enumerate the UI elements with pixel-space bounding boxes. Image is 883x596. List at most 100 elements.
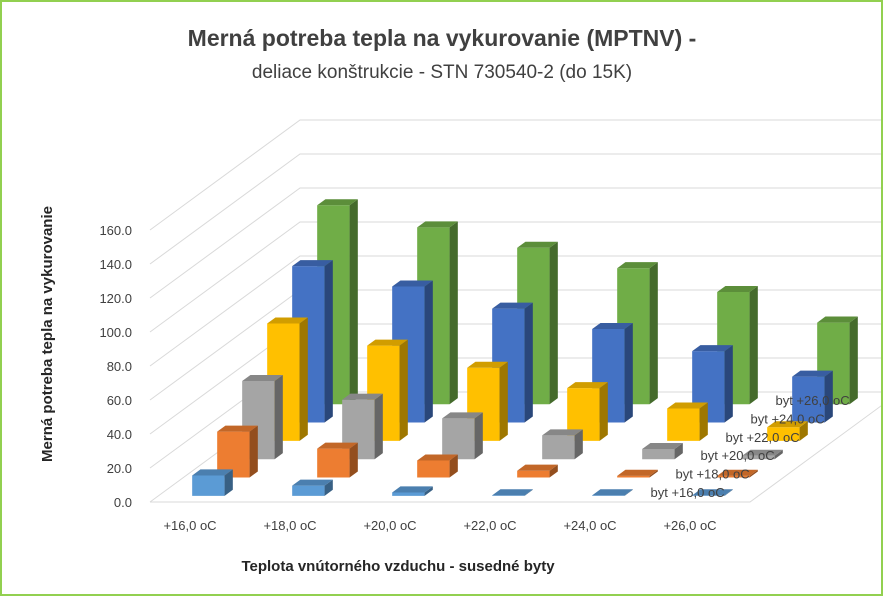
bar-top-face [467, 361, 508, 368]
bar-side-face [749, 469, 758, 478]
bar-side-face [824, 370, 833, 423]
y-axis-tick-labels: 0.0 20.0 40.0 60.0 80.0 100.0 120.0 140.0 160.0 [99, 223, 132, 510]
bar-side-face [249, 425, 258, 478]
series-depth-label: byt +18,0 oC [676, 467, 750, 482]
bar-top-face [817, 316, 858, 323]
bar-front-face [567, 388, 600, 441]
bar [642, 442, 683, 460]
bar-side-face [699, 402, 708, 441]
bar [442, 412, 483, 460]
chart-subtitle: deliace konštrukcie - STN 730540-2 (do 1… [252, 62, 632, 83]
bar-top-face [642, 442, 683, 449]
bar [567, 382, 608, 441]
bar-top-face [442, 412, 483, 419]
y-tick-label: 140.0 [99, 257, 132, 272]
bar-top-face [667, 402, 708, 409]
series-depth-label: byt +26,0 oC [776, 393, 850, 408]
gridline [149, 221, 881, 333]
gridline [149, 187, 881, 299]
series-depth-label: byt +20,0 oC [701, 448, 775, 463]
bar-top-face [367, 339, 408, 346]
bar-top-face [342, 393, 383, 400]
bar-front-face [417, 460, 450, 478]
bar-side-face [599, 382, 608, 441]
bar-front-face [217, 431, 250, 478]
bar-front-face [792, 376, 825, 423]
bar [417, 454, 458, 478]
bar-top-face [517, 464, 558, 471]
x-tick-label: +22,0 oC [463, 518, 516, 533]
bar-front-face [292, 485, 325, 496]
bar-front-face [667, 408, 700, 441]
bar-front-face [317, 448, 350, 478]
y-axis-title: Merná potreba tepla na vykurovanie [39, 206, 56, 462]
bar-top-face [417, 221, 458, 228]
bar [692, 489, 733, 496]
y-tick-label: 60.0 [107, 393, 132, 408]
bar-side-face [374, 393, 383, 460]
bar [492, 489, 533, 496]
floor-edge [150, 405, 881, 503]
bar-side-face [324, 260, 333, 423]
bar-front-face [392, 492, 425, 496]
bar-top-face [617, 262, 658, 269]
bar [742, 449, 783, 460]
bar-side-face [849, 316, 858, 405]
bar-side-face [649, 262, 658, 405]
series-depth-labels: byt +16,0 oC byt +18,0 oC byt +20,0 oC byt … [651, 393, 850, 500]
bar-top-face [767, 421, 808, 428]
bar-side-face [424, 486, 433, 496]
bar [792, 370, 833, 423]
chart-title: Merná potreba tepla na vykurovanie (MPTN… [188, 25, 697, 51]
bar-top-face [292, 260, 333, 267]
bar-front-face [617, 475, 650, 478]
bar-side-face [449, 454, 458, 478]
bar-top-face [717, 285, 758, 292]
bar [517, 464, 558, 478]
bar-front-face [642, 448, 675, 460]
bar-side-face [649, 469, 658, 478]
bar-top-face [392, 280, 433, 287]
bar-top-face [242, 374, 283, 381]
bar-side-face [474, 412, 483, 460]
bar-side-face [224, 469, 233, 496]
bar-side-face [399, 339, 408, 441]
bar-side-face [524, 489, 533, 496]
bar [592, 489, 633, 496]
bar-side-face [724, 489, 733, 496]
x-axis-title: Teplota vnútorného vzduchu - susedné byt… [241, 558, 555, 575]
bar-top-face [217, 425, 258, 432]
y-tick-label: 20.0 [107, 461, 132, 476]
bar-side-face [749, 285, 758, 405]
x-tick-label: +18,0 oC [263, 518, 316, 533]
bar-top-face [792, 370, 833, 377]
bar-top-face [592, 322, 633, 330]
series-depth-label: byt +24,0 oC [751, 412, 825, 427]
bar-front-face [767, 427, 800, 441]
gridline [149, 153, 881, 265]
bar-top-face [317, 199, 358, 206]
bar-side-face [574, 429, 583, 460]
y-tick-label: 100.0 [99, 325, 132, 340]
bar [617, 469, 658, 478]
bar-front-face [492, 495, 525, 496]
bar-top-face [492, 489, 533, 496]
bar-top-face [692, 345, 733, 352]
x-tick-label: +24,0 oC [563, 518, 616, 533]
bar-top-face [542, 429, 583, 436]
series-depth-label: byt +22,0 oC [726, 430, 800, 445]
bar-top-face [692, 489, 733, 496]
bar [542, 429, 583, 460]
bar-side-face [424, 280, 433, 423]
x-tick-label: +20,0 oC [363, 518, 416, 533]
bar-front-face [717, 475, 750, 478]
bar-side-face [774, 449, 783, 460]
bar-top-face [267, 317, 308, 324]
bar-front-face [742, 455, 775, 460]
bar-side-face [674, 442, 683, 460]
bar-front-face [517, 470, 550, 478]
bar [767, 421, 808, 441]
bar-side-face [324, 479, 333, 496]
